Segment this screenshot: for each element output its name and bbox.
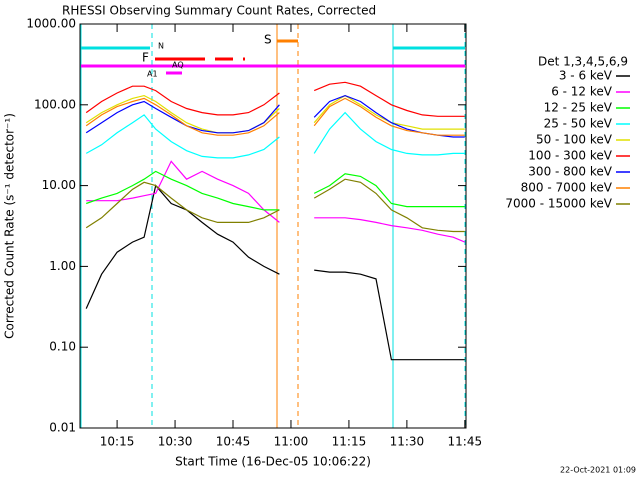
series-line bbox=[86, 160, 466, 243]
x-tick-label: 10:15 bbox=[100, 435, 135, 449]
x-tick-label: 11:15 bbox=[332, 435, 367, 449]
y-axis-title: Corrected Count Rate (s⁻¹ detector⁻¹) bbox=[3, 113, 17, 339]
plot-frame bbox=[79, 23, 467, 429]
x-tick-label: 11:45 bbox=[448, 435, 483, 449]
legend-title: Det 1,3,4,5,6,9 bbox=[538, 55, 628, 69]
x-axis-title: Start Time (16-Dec-05 10:06:22) bbox=[175, 455, 371, 469]
series-line bbox=[85, 178, 465, 233]
legend-label: 300 - 800 keV bbox=[528, 165, 612, 179]
legend-label: 12 - 25 keV bbox=[544, 101, 613, 115]
y-tick-label: 0.10 bbox=[49, 340, 76, 354]
y-tick-label: 0.01 bbox=[49, 421, 76, 435]
legend-label: 25 - 50 keV bbox=[544, 117, 613, 131]
legend-label: 3 - 6 keV bbox=[559, 69, 613, 83]
legend-label: 7000 - 15000 keV bbox=[505, 197, 612, 211]
y-tick-label: 1000.00 bbox=[26, 17, 76, 31]
flag-label: F bbox=[142, 51, 149, 65]
legend-label: 6 - 12 keV bbox=[551, 85, 613, 99]
series-line bbox=[85, 184, 465, 361]
series-line bbox=[85, 81, 465, 117]
legend-label: 800 - 7000 keV bbox=[521, 181, 613, 195]
flag-label: N bbox=[158, 42, 164, 51]
x-tick-label: 10:45 bbox=[216, 435, 251, 449]
x-tick-label: 11:30 bbox=[390, 435, 425, 449]
flag-label: S bbox=[264, 33, 272, 47]
y-tick-label: 100.00 bbox=[34, 97, 76, 111]
flag-bars bbox=[81, 39, 465, 75]
footer: 22-Oct-2021 01:09 bbox=[560, 466, 636, 475]
flag-label: A1 bbox=[147, 70, 158, 79]
legend-label: 50 - 100 keV bbox=[536, 133, 613, 147]
legend-label: 100 - 300 keV bbox=[528, 149, 612, 163]
series-line bbox=[86, 170, 465, 211]
series-line bbox=[85, 97, 465, 136]
x-tick-label: 10:30 bbox=[158, 435, 193, 449]
y-tick-label: 10.00 bbox=[42, 178, 76, 192]
flag-label: AQ bbox=[172, 61, 184, 70]
series-line bbox=[85, 111, 465, 159]
y-tick-label: 1.00 bbox=[49, 259, 76, 273]
chart-title: RHESSI Observing Summary Count Rates, Co… bbox=[62, 4, 376, 18]
x-tick-label: 11:00 bbox=[274, 435, 309, 449]
